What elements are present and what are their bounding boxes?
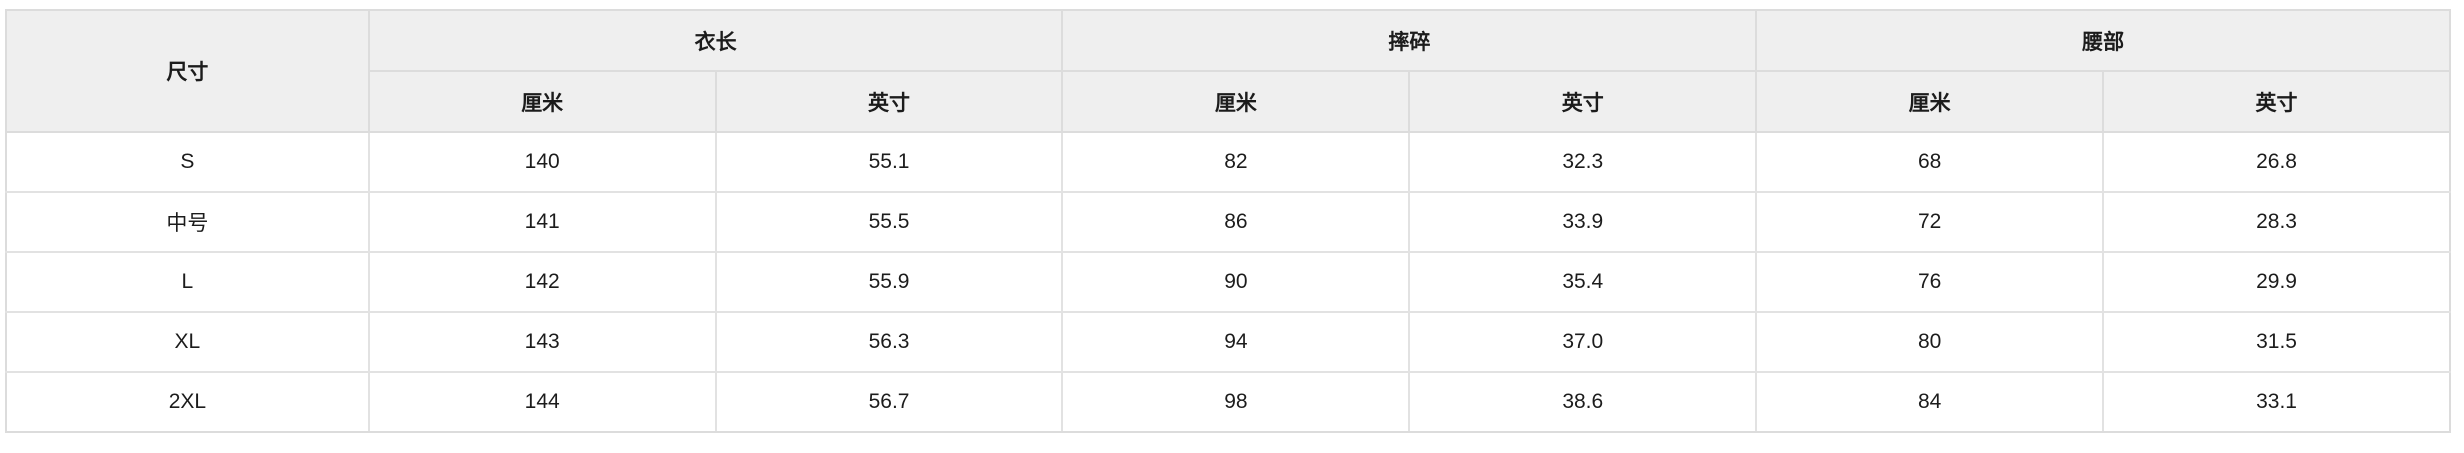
value-cell: 29.9 (2102, 251, 2451, 313)
value-cell: 26.8 (2102, 131, 2451, 193)
group-header-bust: 摔碎 (1061, 9, 1758, 72)
value-cell: 72 (1755, 191, 2105, 253)
size-cell: L (5, 251, 370, 313)
group-header-row: 尺寸 衣长 摔碎 腰部 (5, 9, 2451, 133)
size-column-header: 尺寸 (5, 9, 370, 133)
value-cell: 38.6 (1408, 371, 1758, 433)
value-cell: 86 (1061, 191, 1411, 253)
value-cell: 56.7 (714, 371, 1064, 433)
subheader-cm: 厘米 (1061, 70, 1411, 133)
value-cell: 32.3 (1408, 131, 1758, 193)
subheader-row: 厘米 英寸 厘米 英寸 厘米 英寸 (6, 70, 2451, 133)
value-cell: 142 (367, 251, 717, 313)
value-cell: 55.5 (714, 191, 1064, 253)
value-cell: 37.0 (1408, 311, 1758, 373)
size-cell: XL (5, 311, 370, 373)
value-cell: 76 (1755, 251, 2105, 313)
subheader-inch: 英寸 (1408, 70, 1758, 133)
size-cell: 2XL (5, 371, 370, 433)
table-row: 2XL 144 56.7 98 38.6 84 33.1 (5, 371, 2451, 433)
value-cell: 56.3 (714, 311, 1064, 373)
size-chart-table: 尺寸 衣长 摔碎 腰部 厘米 英寸 厘米 英寸 厘米 英寸 S 140 55.1… (5, 9, 2451, 433)
value-cell: 143 (367, 311, 717, 373)
group-header-garment-length: 衣长 (367, 9, 1064, 72)
subheader-inch: 英寸 (714, 70, 1064, 133)
value-cell: 90 (1061, 251, 1411, 313)
table-row: L 142 55.9 90 35.4 76 29.9 (5, 251, 2451, 313)
value-cell: 84 (1755, 371, 2105, 433)
group-header-waist: 腰部 (1755, 9, 2451, 72)
value-cell: 28.3 (2102, 191, 2451, 253)
value-cell: 144 (367, 371, 717, 433)
value-cell: 94 (1061, 311, 1411, 373)
value-cell: 55.1 (714, 131, 1064, 193)
subheader-inch: 英寸 (2102, 70, 2451, 133)
table-row: XL 143 56.3 94 37.0 80 31.5 (5, 311, 2451, 373)
size-chart-header: 尺寸 衣长 摔碎 腰部 厘米 英寸 厘米 英寸 厘米 英寸 (5, 9, 2451, 133)
value-cell: 140 (367, 131, 717, 193)
value-cell: 35.4 (1408, 251, 1758, 313)
value-cell: 141 (367, 191, 717, 253)
value-cell: 33.9 (1408, 191, 1758, 253)
subheader-cm: 厘米 (1755, 70, 2105, 133)
value-cell: 55.9 (714, 251, 1064, 313)
value-cell: 68 (1755, 131, 2105, 193)
value-cell: 98 (1061, 371, 1411, 433)
value-cell: 33.1 (2102, 371, 2451, 433)
subheader-cm: 厘米 (367, 70, 717, 133)
table-row: 中号 141 55.5 86 33.9 72 28.3 (5, 191, 2451, 253)
size-cell: S (5, 131, 370, 193)
size-chart-body: S 140 55.1 82 32.3 68 26.8 中号 141 55.5 8… (5, 131, 2451, 433)
size-cell: 中号 (5, 191, 370, 253)
value-cell: 82 (1061, 131, 1411, 193)
table-row: S 140 55.1 82 32.3 68 26.8 (5, 131, 2451, 193)
value-cell: 80 (1755, 311, 2105, 373)
value-cell: 31.5 (2102, 311, 2451, 373)
